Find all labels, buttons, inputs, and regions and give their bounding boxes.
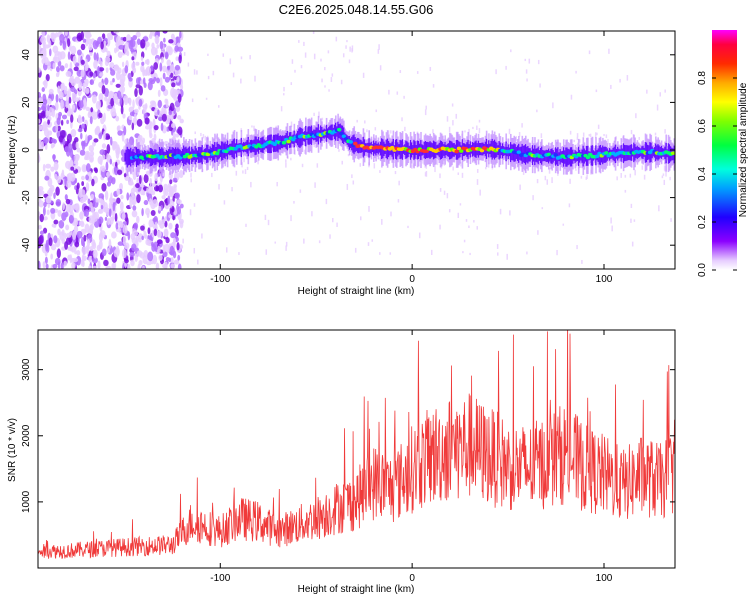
xtick-label: 0 bbox=[409, 573, 415, 584]
colorbar-tick-label: 0.0 bbox=[697, 263, 708, 277]
colorbar-tick-label: 0.6 bbox=[697, 119, 708, 133]
snr-series-line bbox=[38, 330, 675, 559]
spectrogram-heatmap bbox=[38, 31, 675, 269]
ytick-label: 0 bbox=[21, 147, 32, 153]
colorbar-ticks: 0.0 0.2 0.4 0.6 0.8 bbox=[697, 71, 737, 277]
spectrogram-panel: -100 0 100 -40 -20 0 20 40 Height of straight l… bbox=[7, 30, 676, 297]
colorbar-tick-label: 0.4 bbox=[697, 167, 708, 181]
ytick-label: -20 bbox=[21, 190, 32, 205]
xtick-label: -100 bbox=[210, 274, 230, 285]
xtick-label: 0 bbox=[409, 274, 415, 285]
chart-title: C2E6.2025.048.14.55.G06 bbox=[279, 2, 434, 17]
xtick-label: -100 bbox=[210, 573, 230, 584]
colorbar-label: Normalized spectral amplitude bbox=[738, 82, 749, 217]
ytick-label: 20 bbox=[21, 96, 32, 108]
spectrogram-axes: -100 0 100 -40 -20 0 20 40 bbox=[21, 31, 675, 285]
snr-ylabel: SNR (10 * v/v) bbox=[7, 418, 18, 482]
snr-panel: -100 0 100 1000 2000 3000 Height of straight … bbox=[7, 329, 676, 595]
ytick-label: -40 bbox=[21, 238, 32, 253]
ytick-label: 3000 bbox=[21, 358, 32, 381]
snr-xlabel: Height of straight line (km) bbox=[298, 584, 415, 595]
ytick-label: 1000 bbox=[21, 490, 32, 513]
xtick-label: 100 bbox=[596, 274, 613, 285]
colorbar: 0.0 0.2 0.4 0.6 0.8 Normalized spectral ampl… bbox=[697, 30, 749, 277]
spectrogram-ylabel: Frequency (Hz) bbox=[7, 116, 18, 185]
colorbar-gradient bbox=[712, 30, 737, 270]
colorbar-tick-label: 0.2 bbox=[697, 215, 708, 229]
ytick-label: 2000 bbox=[21, 424, 32, 447]
snr-axes: -100 0 100 1000 2000 3000 bbox=[21, 330, 675, 584]
spectrogram-xlabel: Height of straight line (km) bbox=[298, 286, 415, 297]
xtick-label: 100 bbox=[596, 573, 613, 584]
colorbar-tick-label: 0.8 bbox=[697, 71, 708, 85]
ytick-label: 40 bbox=[21, 49, 32, 61]
